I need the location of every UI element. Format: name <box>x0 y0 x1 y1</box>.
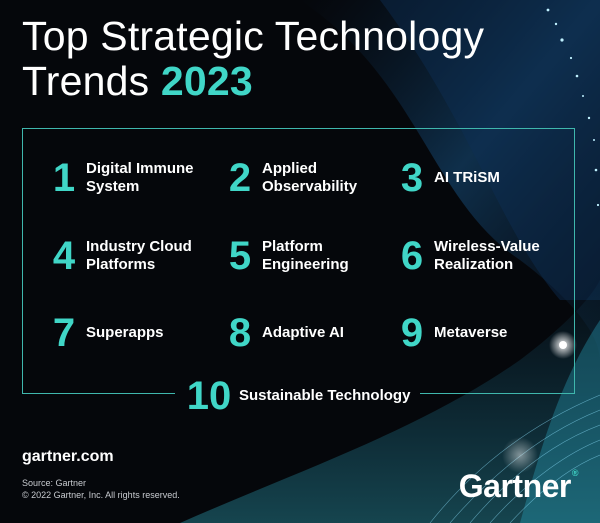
trend-label: Superapps <box>86 324 164 341</box>
trend-item-7: 7 Superapps <box>44 313 164 353</box>
trend-label: Digital Immune System <box>86 160 194 195</box>
page-title: Top Strategic Technology Trends 2023 <box>22 14 484 104</box>
trend-item-2: 2 Applied Observability <box>220 158 357 198</box>
trend-number: 3 <box>400 156 424 200</box>
trend-item-9: 9 Metaverse <box>392 311 508 355</box>
title-year: 2023 <box>160 58 253 104</box>
trend-label: Applied Observability <box>262 160 358 195</box>
trend-number: 2 <box>228 156 252 200</box>
gartner-logo: Gartner® <box>458 468 579 505</box>
trend-item-6: 6 Wireless-Value Realization <box>392 236 540 276</box>
trend-number: 7 <box>52 311 76 355</box>
trend-item-1: 1 Digital Immune System <box>44 158 194 198</box>
trend-number: 8 <box>228 311 252 355</box>
trend-label: Metaverse <box>434 324 508 341</box>
trend-number: 6 <box>400 234 424 278</box>
trend-label: AI TRiSM <box>434 169 500 186</box>
trend-number: 4 <box>52 234 76 278</box>
trend-item-10: 10 Sustainable Technology <box>175 374 421 418</box>
site-link[interactable]: gartner.com <box>22 448 114 465</box>
trend-number: 10 <box>186 374 232 418</box>
title-line-2-prefix: Trends <box>22 58 150 104</box>
trend-label: Wireless-Value Realization <box>434 238 540 273</box>
trend-number: 5 <box>228 234 252 278</box>
trend-item-4: 4 Industry Cloud Platforms <box>44 236 192 276</box>
trend-item-8: 8 Adaptive AI <box>220 313 344 353</box>
source-note: Source: Gartner <box>22 478 87 488</box>
trend-item-5: 5 Platform Engineering <box>220 236 349 276</box>
trend-label: Platform Engineering <box>262 238 349 273</box>
trend-label: Adaptive AI <box>262 324 344 341</box>
trend-number: 1 <box>52 156 76 200</box>
trend-label: Sustainable Technology <box>239 387 411 404</box>
copyright-note: © 2022 Gartner, Inc. All rights reserved… <box>22 490 180 500</box>
trend-label: Industry Cloud Platforms <box>86 238 192 273</box>
registered-mark: ® <box>571 468 579 478</box>
trend-item-3: 3 AI TRiSM <box>392 158 500 198</box>
trend-number: 9 <box>400 311 424 355</box>
title-line-1: Top Strategic Technology <box>22 13 485 59</box>
logo-wordmark: Gartner <box>458 468 572 504</box>
